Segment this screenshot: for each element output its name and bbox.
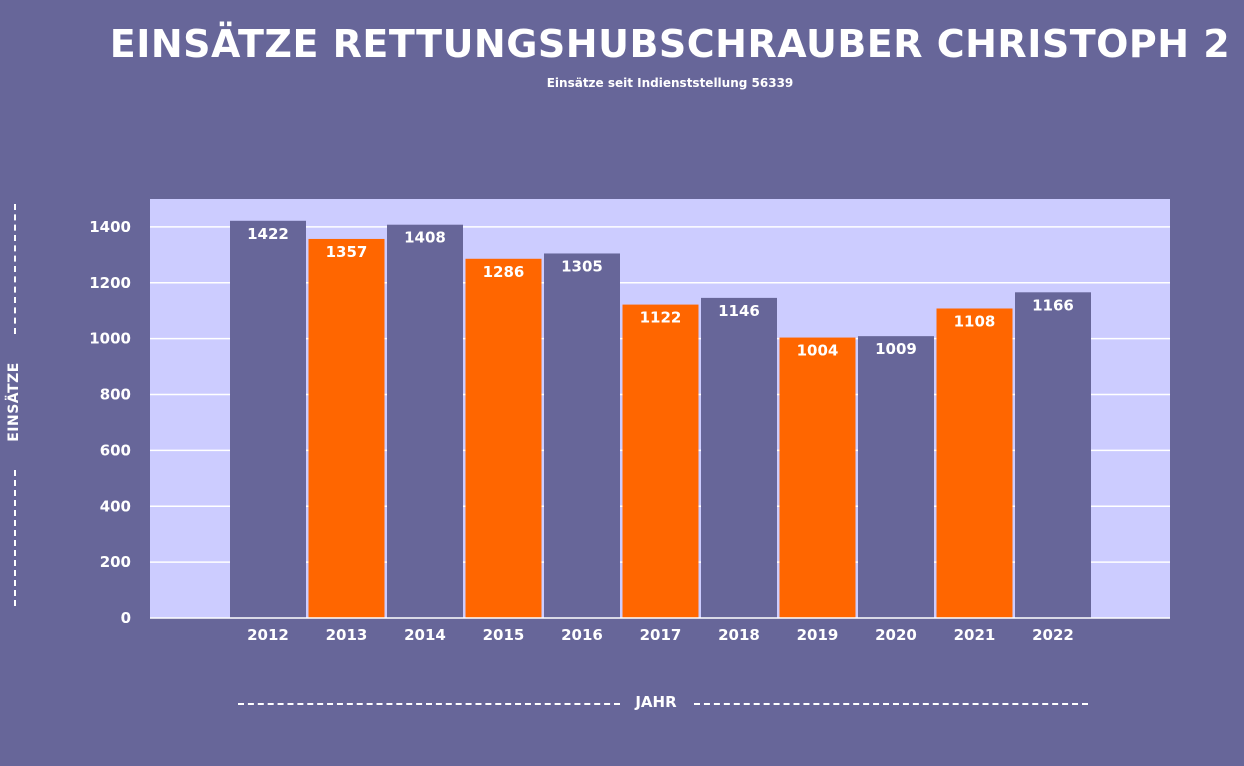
x-tick-label: 2014	[404, 626, 446, 644]
y-tick-label: 200	[100, 553, 131, 571]
chart-subtitle: Einsätze seit Indienststellung 56339	[546, 76, 794, 90]
x-axis-dash-right	[694, 703, 1088, 705]
x-axis-label: JAHR	[635, 693, 677, 711]
data-label: 1286	[483, 263, 525, 281]
x-axis-dash-left	[238, 703, 620, 705]
bar-2015	[465, 258, 542, 618]
x-axis-ticks: 2012 2013 2014 2015 2016 2017 2018 2019 2020 2021…	[247, 626, 1074, 644]
x-tick-label: 2021	[954, 626, 996, 644]
x-tick-label: 2015	[483, 626, 525, 644]
x-tick-label: 2018	[718, 626, 760, 644]
bar-2017	[622, 304, 699, 618]
bar-2018	[701, 297, 777, 618]
y-axis-dash-top	[14, 204, 16, 334]
bar-2012	[230, 220, 306, 618]
y-tick-label: 0	[121, 609, 131, 627]
x-tick-label: 2017	[640, 626, 682, 644]
bar-2019	[779, 337, 856, 618]
x-tick-label: 2022	[1032, 626, 1074, 644]
data-label: 1004	[797, 342, 839, 360]
x-tick-label: 2013	[326, 626, 368, 644]
data-label: 1146	[718, 302, 760, 320]
y-tick-label: 400	[100, 497, 131, 515]
data-label: 1408	[404, 229, 446, 247]
bar-2013	[308, 238, 385, 618]
y-axis-ticks: 0 200 400 600 800 1000 1200 1400	[89, 218, 131, 627]
data-label: 1122	[640, 309, 682, 327]
x-axis-label-group: JAHR	[238, 692, 1088, 714]
data-labels: 1422 1357 1408 1286 1305 1122 1146 1004 1009 1108…	[247, 225, 1074, 360]
data-label: 1009	[875, 340, 917, 358]
x-tick-label: 2020	[875, 626, 917, 644]
chart-title: EINSÄTZE RETTUNGSHUBSCHRAUBER CHRISTOPH …	[109, 22, 1231, 66]
y-tick-label: 600	[100, 441, 131, 459]
data-label: 1305	[561, 257, 603, 275]
data-label: 1166	[1032, 296, 1074, 314]
x-tick-label: 2019	[797, 626, 839, 644]
y-tick-label: 1000	[89, 330, 131, 348]
data-label: 1108	[954, 312, 996, 330]
x-tick-label: 2012	[247, 626, 289, 644]
bar-2020	[858, 336, 934, 618]
x-tick-label: 2016	[561, 626, 603, 644]
bars	[230, 220, 1091, 618]
y-tick-label: 1400	[89, 218, 131, 236]
bar-2022	[1015, 292, 1091, 618]
data-label: 1422	[247, 225, 289, 243]
bar-2021	[936, 308, 1013, 618]
bar-2016	[544, 253, 620, 618]
bar-2014	[387, 224, 463, 618]
data-label: 1357	[326, 243, 368, 261]
y-axis-label-group: EINSÄTZE	[0, 200, 30, 610]
y-tick-label: 1200	[89, 274, 131, 292]
y-axis-dash-bottom	[14, 470, 16, 606]
y-tick-label: 800	[100, 386, 131, 404]
